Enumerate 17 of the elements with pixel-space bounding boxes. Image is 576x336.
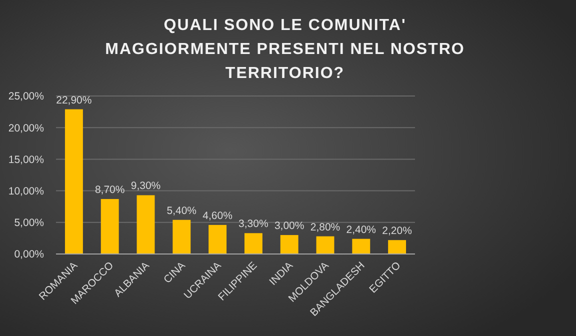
data-label: 4,60% [202,210,232,222]
data-label: 9,30% [130,180,161,192]
data-label: 2,80% [310,221,340,234]
y-tick-label: 25,00% [8,90,44,103]
data-label: 3,30% [238,218,268,230]
data-label: 8,70% [94,184,125,196]
data-label: 5,40% [166,204,197,217]
y-tick-label: 20,00% [8,122,44,134]
data-label: 2,20% [382,225,412,238]
y-tick-label: 10,00% [8,185,44,198]
data-label: 3,00% [274,220,304,232]
y-tick-label: 5,00% [14,217,44,230]
data-label: 2,40% [346,224,376,236]
y-tick-label: 15,00% [8,154,44,166]
y-tick-label: 0,00% [14,248,44,261]
data-label: 22,90% [56,94,92,106]
chart-title: QUALI SONO LE COMUNITA' MAGGIORMENTE PRESENTI NEL NOSTRO TERRITORIO? [105,17,465,82]
